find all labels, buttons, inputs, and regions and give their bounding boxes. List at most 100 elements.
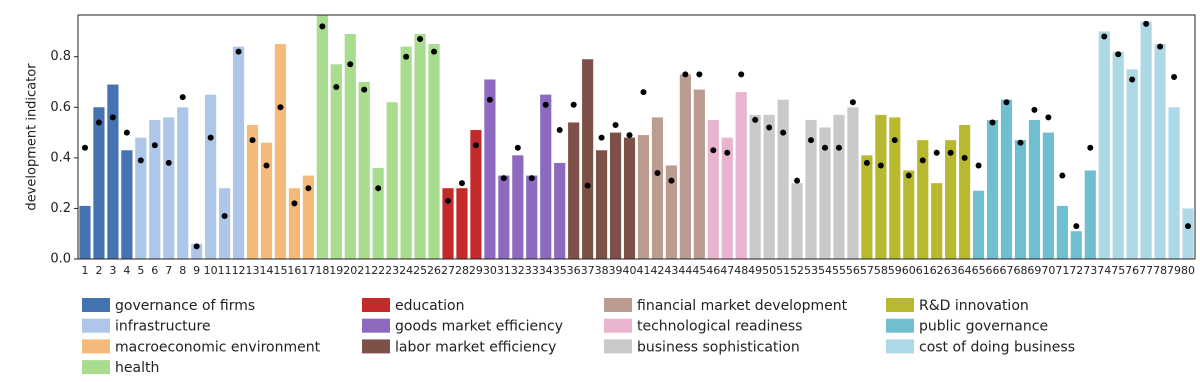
- x-tick-label: 30: [483, 264, 497, 277]
- x-tick-label: 7: [165, 264, 172, 277]
- bar: [889, 117, 901, 259]
- x-tick-label: 42: [650, 264, 664, 277]
- dot: [263, 162, 270, 169]
- bar: [135, 137, 147, 259]
- legend-label: labor market efficiency: [395, 339, 556, 355]
- x-tick-label: 71: [1055, 264, 1069, 277]
- dot: [766, 124, 773, 131]
- bar: [554, 162, 566, 259]
- legend-label: education: [395, 298, 464, 314]
- x-tick-label: 51: [776, 264, 790, 277]
- x-tick-label: 8: [179, 264, 186, 277]
- dot: [598, 134, 605, 141]
- x-tick-label: 56: [846, 264, 860, 277]
- y-tick-label: 0.6: [50, 100, 71, 115]
- x-tick-label: 28: [455, 264, 469, 277]
- bar: [791, 183, 803, 259]
- x-tick-label: 4: [123, 264, 130, 277]
- dot: [835, 144, 842, 151]
- dot: [151, 142, 158, 149]
- legend-label: R&D innovation: [919, 298, 1029, 314]
- bar: [344, 33, 356, 259]
- dot: [514, 144, 521, 151]
- bar: [1168, 107, 1180, 259]
- bar: [428, 44, 440, 259]
- dot: [109, 114, 116, 121]
- dot: [640, 89, 647, 96]
- dot: [528, 175, 535, 182]
- x-tick-label: 73: [1083, 264, 1097, 277]
- bar: [1000, 99, 1013, 259]
- bar: [484, 79, 496, 259]
- legend-label: financial market development: [637, 298, 848, 314]
- dot: [891, 137, 898, 144]
- dot: [752, 116, 759, 123]
- dot: [849, 99, 856, 106]
- dot: [165, 159, 172, 166]
- dot: [905, 172, 912, 179]
- x-tick-label: 26: [427, 264, 441, 277]
- dot: [249, 137, 256, 144]
- dot: [221, 213, 228, 220]
- dot: [207, 134, 214, 141]
- x-tick-label: 48: [734, 264, 748, 277]
- dot: [654, 170, 661, 177]
- x-tick-label: 61: [916, 264, 930, 277]
- x-tick-label: 39: [609, 264, 623, 277]
- bar: [540, 94, 552, 259]
- x-tick-label: 78: [1153, 264, 1167, 277]
- dot: [1017, 139, 1024, 146]
- bar: [330, 64, 342, 260]
- legend-label: infrastructure: [115, 319, 211, 335]
- bar: [819, 127, 831, 260]
- bar: [805, 119, 817, 259]
- dot: [305, 185, 312, 192]
- dot: [1171, 73, 1178, 80]
- dot: [403, 53, 410, 60]
- dot: [1157, 43, 1164, 50]
- x-tick-label: 34: [539, 264, 553, 277]
- dot: [1045, 114, 1052, 121]
- bar: [651, 117, 664, 259]
- bar: [1070, 231, 1082, 259]
- bar: [735, 92, 747, 259]
- dot: [333, 84, 340, 91]
- legend-swatch: [604, 318, 632, 333]
- bar: [191, 243, 203, 259]
- dot: [556, 127, 563, 134]
- bar: [986, 119, 999, 259]
- x-tick-label: 17: [301, 264, 315, 277]
- bar: [358, 82, 370, 259]
- dot: [347, 61, 354, 68]
- dot: [137, 157, 144, 164]
- x-tick-label: 10: [204, 264, 218, 277]
- y-tick-label: 0.8: [50, 49, 71, 64]
- dot: [933, 149, 940, 156]
- bar: [386, 102, 398, 260]
- legend-swatch: [82, 318, 110, 333]
- bar: [582, 59, 594, 259]
- x-tick-label: 46: [706, 264, 720, 277]
- x-tick-label: 24: [399, 264, 413, 277]
- x-tick-label: 64: [958, 264, 972, 277]
- legend-swatch: [604, 339, 632, 354]
- x-tick-label: 44: [678, 264, 692, 277]
- x-tick-label: 1: [81, 264, 88, 277]
- bar: [931, 183, 943, 259]
- legend-label: cost of doing business: [919, 339, 1075, 355]
- bar: [679, 74, 691, 260]
- bar: [442, 188, 454, 259]
- dot: [794, 177, 801, 184]
- bar: [1140, 21, 1152, 259]
- x-tick-label: 11: [218, 264, 232, 277]
- x-tick-label: 77: [1139, 264, 1153, 277]
- x-tick-label: 31: [497, 264, 511, 277]
- legend-label: technological readiness: [637, 319, 802, 335]
- dot: [710, 147, 717, 154]
- dot: [1101, 33, 1108, 40]
- bar: [288, 188, 301, 259]
- dot: [1087, 144, 1094, 151]
- dot: [1031, 106, 1038, 113]
- bar: [205, 94, 217, 259]
- bar: [903, 170, 915, 259]
